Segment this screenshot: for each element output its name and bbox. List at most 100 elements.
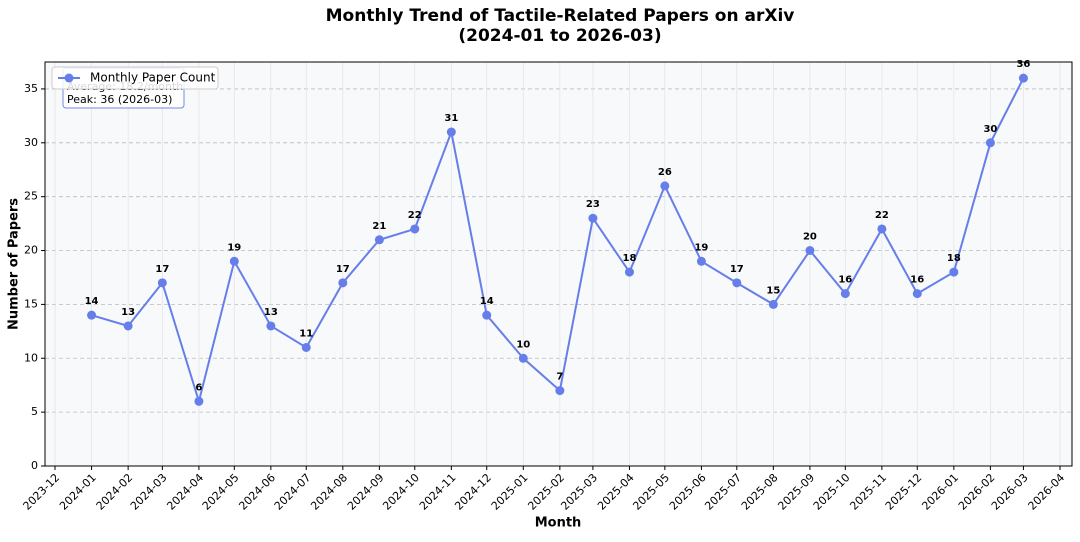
data-label: 17 [336,264,350,275]
data-point [555,386,565,396]
x-tick-label: 2025-06 [667,471,709,513]
x-tick-label: 2025-12 [883,471,925,513]
data-point [805,246,815,256]
data-point [157,278,167,288]
x-tick-label: 2025-07 [702,471,744,513]
data-label: 14 [85,296,99,307]
data-label: 17 [155,264,169,275]
data-label: 31 [444,113,458,124]
data-label: 36 [1016,59,1030,70]
data-label: 17 [730,264,744,275]
data-label: 19 [227,242,241,253]
x-tick-label: 2025-03 [558,471,600,513]
data-point [482,310,492,320]
plot-frame [44,61,1073,467]
x-tick-label: 2024-07 [272,471,314,513]
y-tick-label: 10 [24,351,38,364]
data-label: 20 [803,232,817,243]
data-label: 23 [586,199,600,210]
y-tick-label: 20 [24,244,38,257]
data-label: 22 [875,210,889,221]
x-tick-label: 2024-08 [308,471,350,513]
x-tick-label: 2025-04 [595,471,637,513]
data-label: 15 [766,285,780,296]
data-label: 30 [983,124,997,135]
x-axis-label: Month [535,516,582,531]
data-label: 11 [299,328,313,339]
data-label: 21 [372,221,386,232]
data-point [266,321,276,331]
data-label: 22 [408,210,422,221]
data-label: 19 [694,242,708,253]
y-tick-label: 30 [24,136,38,149]
y-tick-label: 0 [31,459,38,472]
data-label: 14 [480,296,494,307]
data-point [660,181,670,191]
x-tick-label: 2025-11 [847,471,889,513]
x-tick-label: 2026-01 [919,471,961,513]
data-label: 6 [195,382,202,393]
data-point [194,396,204,406]
data-point [446,127,456,137]
x-tick-label: 2026-04 [1026,471,1068,513]
data-point [518,353,528,363]
legend-marker [64,73,74,83]
y-axis-label: Number of Papers [7,198,22,330]
x-tick-label: 2023-12 [21,471,63,513]
x-tick-label: 2024-06 [236,471,278,513]
legend-label: Monthly Paper Count [90,71,216,85]
x-tick-label: 2026-03 [989,471,1031,513]
x-tick-label: 2024-04 [164,471,206,513]
x-tick-label: 2025-08 [739,471,781,513]
y-tick-label: 15 [24,297,38,310]
data-point [877,224,887,234]
x-tick-label: 2024-10 [380,471,422,513]
data-point [696,256,706,266]
data-label: 10 [516,339,530,350]
data-label: 26 [658,167,672,178]
data-point [624,267,634,277]
data-label: 16 [838,275,852,286]
data-point [374,235,384,245]
x-tick-label: 2024-11 [417,471,459,513]
chart-title: Monthly Trend of Tactile-Related Papers … [326,6,795,26]
y-tick-label: 5 [31,405,38,418]
chart-title: (2024-01 to 2026-03) [458,26,661,46]
x-tick-label: 2024-03 [128,471,170,513]
x-tick-label: 2024-12 [452,471,494,513]
x-tick-label: 2025-05 [630,471,672,513]
x-tick-label: 2024-01 [57,471,99,513]
data-label: 7 [556,372,563,383]
x-tick-label: 2024-05 [200,471,242,513]
data-point [301,342,311,352]
x-tick-label: 2025-01 [489,471,531,513]
data-label: 13 [264,307,278,318]
data-label: 18 [947,253,961,264]
marks: 14 13 17 6 19 13 11 17 21 22 31 14 10 7 23 18 26 19 17 15 20… [85,59,1030,406]
data-point [840,289,850,299]
data-point [410,224,420,234]
data-point [985,138,995,148]
data-point [912,289,922,299]
x-tick-label: 2024-02 [94,471,136,513]
legend [51,66,219,90]
x-tick-label: 2025-09 [775,471,817,513]
data-point [768,299,778,309]
data-point [229,256,239,266]
data-label: 18 [622,253,636,264]
data-point [949,267,959,277]
data-point [1018,73,1028,83]
annotation-line: Peak: 36 (2026-03) [67,93,172,106]
data-label: 13 [121,307,135,318]
data-point [588,213,598,223]
data-label: 16 [910,275,924,286]
data-point [123,321,133,331]
data-point [732,278,742,288]
y-tick-label: 25 [24,190,38,203]
x-tick-label: 2024-09 [345,471,387,513]
data-point [87,310,97,320]
x-tick-label: 2025-10 [811,471,853,513]
y-tick-label: 35 [24,82,38,95]
data-point [338,278,348,288]
